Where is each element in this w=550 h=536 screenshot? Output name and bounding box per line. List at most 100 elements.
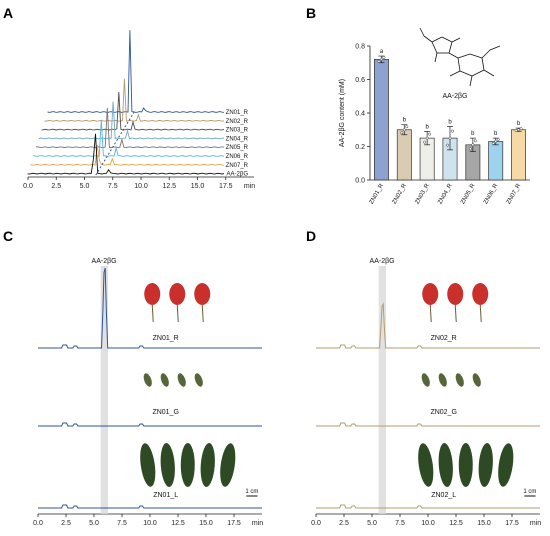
panel-a-chromatogram-stack: 0.0 2.5 5.0 7.5 10.0 12.5 15.0 17.5 min ZN01_R ZN0… bbox=[23, 30, 255, 190]
y-tick-label: 0.0 bbox=[355, 178, 365, 185]
aa2bg-structure-drawing bbox=[419, 27, 501, 87]
panel-letter-b: B bbox=[306, 5, 316, 21]
series-label-ZN03_R: ZN03_R bbox=[226, 128, 249, 134]
bond bbox=[448, 52, 459, 59]
replicate-point-ZN01_R bbox=[377, 59, 381, 63]
panel-c-berry-stem bbox=[176, 304, 179, 323]
bond bbox=[469, 53, 483, 59]
x-tick-label-ZN02_R: ZN02_R bbox=[392, 182, 409, 205]
panel-d-green-fruit bbox=[438, 373, 447, 387]
panel-d-leaf bbox=[438, 443, 453, 487]
bond bbox=[451, 37, 461, 43]
bond bbox=[481, 57, 485, 71]
panel-d-x-tick-label: 12.5 bbox=[449, 520, 463, 527]
panel-c-series-label-ZN01_G: ZN01_G bbox=[152, 409, 178, 416]
replicate-point-ZN06_R bbox=[496, 138, 500, 141]
panel-a-x-tick-label: 7.5 bbox=[108, 183, 118, 190]
x-tick-label-ZN05_R: ZN05_R bbox=[460, 182, 477, 205]
peak-alignment-guide bbox=[95, 109, 136, 176]
panel-c-x-tick-label: 7.5 bbox=[117, 520, 127, 527]
significance-letter-ZN07_R: b bbox=[517, 121, 521, 127]
panel-a-x-tick-label: 12.5 bbox=[162, 183, 176, 190]
panel-c-berry bbox=[169, 283, 186, 305]
panel-a-x-tick-label: 2.5 bbox=[51, 183, 61, 190]
significance-letter-ZN06_R: b bbox=[494, 131, 498, 137]
panel-letter-d: D bbox=[306, 228, 316, 244]
replicate-point-ZN06_R bbox=[494, 140, 498, 143]
y-tick-label: 0.8 bbox=[355, 44, 365, 51]
panel-c-leaf bbox=[220, 443, 236, 487]
panel-d-compound-label: AA-2βG bbox=[370, 258, 395, 265]
replicate-point-ZN01_R bbox=[379, 57, 383, 61]
replicate-point-ZN05_R bbox=[473, 139, 477, 143]
panel-d-chromatogram-ZN02_G bbox=[316, 422, 540, 427]
significance-letter-ZN01_R: a bbox=[380, 49, 384, 55]
bar-ZN07_R bbox=[511, 129, 527, 181]
replicate-point-ZN04_R bbox=[451, 129, 454, 133]
panel-c-green-fruit bbox=[160, 373, 169, 387]
bond bbox=[419, 27, 425, 37]
bar-ZN06_R bbox=[488, 141, 504, 181]
series-label-ZN06_R: ZN06_R bbox=[226, 154, 249, 160]
panel-c-scale-bar-label: 1 cm bbox=[245, 489, 258, 495]
panel-d-x-tick-label: 5.0 bbox=[367, 520, 377, 527]
panel-a-x-tick-label: 17.5 bbox=[219, 183, 233, 190]
panel-d-x-tick-label: 0.0 bbox=[311, 520, 321, 527]
bond bbox=[489, 45, 501, 51]
bond bbox=[471, 69, 485, 77]
bond bbox=[469, 75, 473, 87]
panel-letter-c: C bbox=[3, 228, 13, 244]
x-tick-label-ZN03_R: ZN03_R bbox=[415, 182, 432, 205]
bond bbox=[423, 35, 433, 43]
panel-d-green-fruit bbox=[455, 373, 464, 387]
panel-d-berry bbox=[472, 283, 489, 305]
x-tick-label-ZN06_R: ZN06_R bbox=[483, 182, 500, 205]
y-tick-label: 0.4 bbox=[355, 111, 365, 118]
replicate-point-ZN06_R bbox=[491, 142, 495, 145]
y-tick-label: 0.6 bbox=[355, 77, 365, 84]
panel-a-x-tick-label: 5.0 bbox=[80, 183, 90, 190]
series-label-ZN07_R: ZN07_R bbox=[226, 163, 249, 169]
panel-d-chromatogram-ZN02_R bbox=[316, 302, 540, 349]
panel-d-scale-bar-label: 1 cm bbox=[523, 489, 536, 495]
bar-ZN01_R bbox=[373, 59, 389, 181]
panel-d-berry-stem bbox=[429, 304, 432, 323]
bond bbox=[459, 70, 473, 77]
panel-c-berry bbox=[194, 283, 211, 305]
panel-d-x-tick-label: 2.5 bbox=[339, 520, 349, 527]
bond bbox=[431, 36, 443, 43]
replicate-point-ZN03_R bbox=[428, 132, 432, 136]
panel-d-x-tick-label: 7.5 bbox=[395, 520, 405, 527]
bond bbox=[431, 41, 438, 54]
panel-a-x-tick-label: 15.0 bbox=[191, 183, 205, 190]
panel-c-series-label-ZN01_R: ZN01_R bbox=[153, 335, 179, 342]
replicate-point-ZN02_R bbox=[400, 131, 404, 135]
panel-d-leaf bbox=[418, 443, 434, 487]
structure-label: AA-2βG bbox=[442, 93, 467, 100]
panel-d-series-label-ZN02_G: ZN02_G bbox=[430, 409, 456, 416]
panel-a-x-tick-label: 10.0 bbox=[134, 183, 148, 190]
panel-letter-a: A bbox=[3, 5, 13, 21]
panel-d-leaf bbox=[498, 443, 514, 487]
panel-c-chromatogram-ZN01_R bbox=[38, 267, 262, 349]
panel-c-series-label-ZN01_L: ZN01_L bbox=[153, 492, 178, 499]
panel-d-chromatogram-ZN02_L bbox=[316, 504, 540, 509]
panel-c-chromatogram-ZN01_L bbox=[38, 504, 262, 509]
panel-c-berry-stem bbox=[201, 304, 204, 323]
bar-ZN02_R bbox=[396, 129, 412, 181]
panel-d-berry-stem bbox=[479, 304, 482, 323]
panel-d-green-fruit bbox=[472, 373, 481, 387]
series-label-ZN05_R: ZN05_R bbox=[226, 145, 249, 151]
chromatogram-ZN07_R bbox=[30, 144, 225, 166]
bond bbox=[457, 57, 461, 72]
replicate-point-ZN02_R bbox=[405, 125, 409, 129]
panel-d-x-tick-label: 17.5 bbox=[505, 520, 519, 527]
panel-d-chromatograms: 0.0 2.5 5.0 7.5 10.0 12.5 15.0 17.5 min AA-2βG ZN0… bbox=[311, 258, 541, 527]
panel-c-chromatogram-ZN01_G bbox=[38, 422, 262, 427]
replicate-point-ZN04_R bbox=[446, 143, 449, 147]
panel-c-x-unit-label: min bbox=[252, 520, 263, 527]
bond bbox=[481, 49, 491, 59]
bond bbox=[448, 41, 453, 54]
series-label-ZN02_R: ZN02_R bbox=[226, 119, 249, 125]
